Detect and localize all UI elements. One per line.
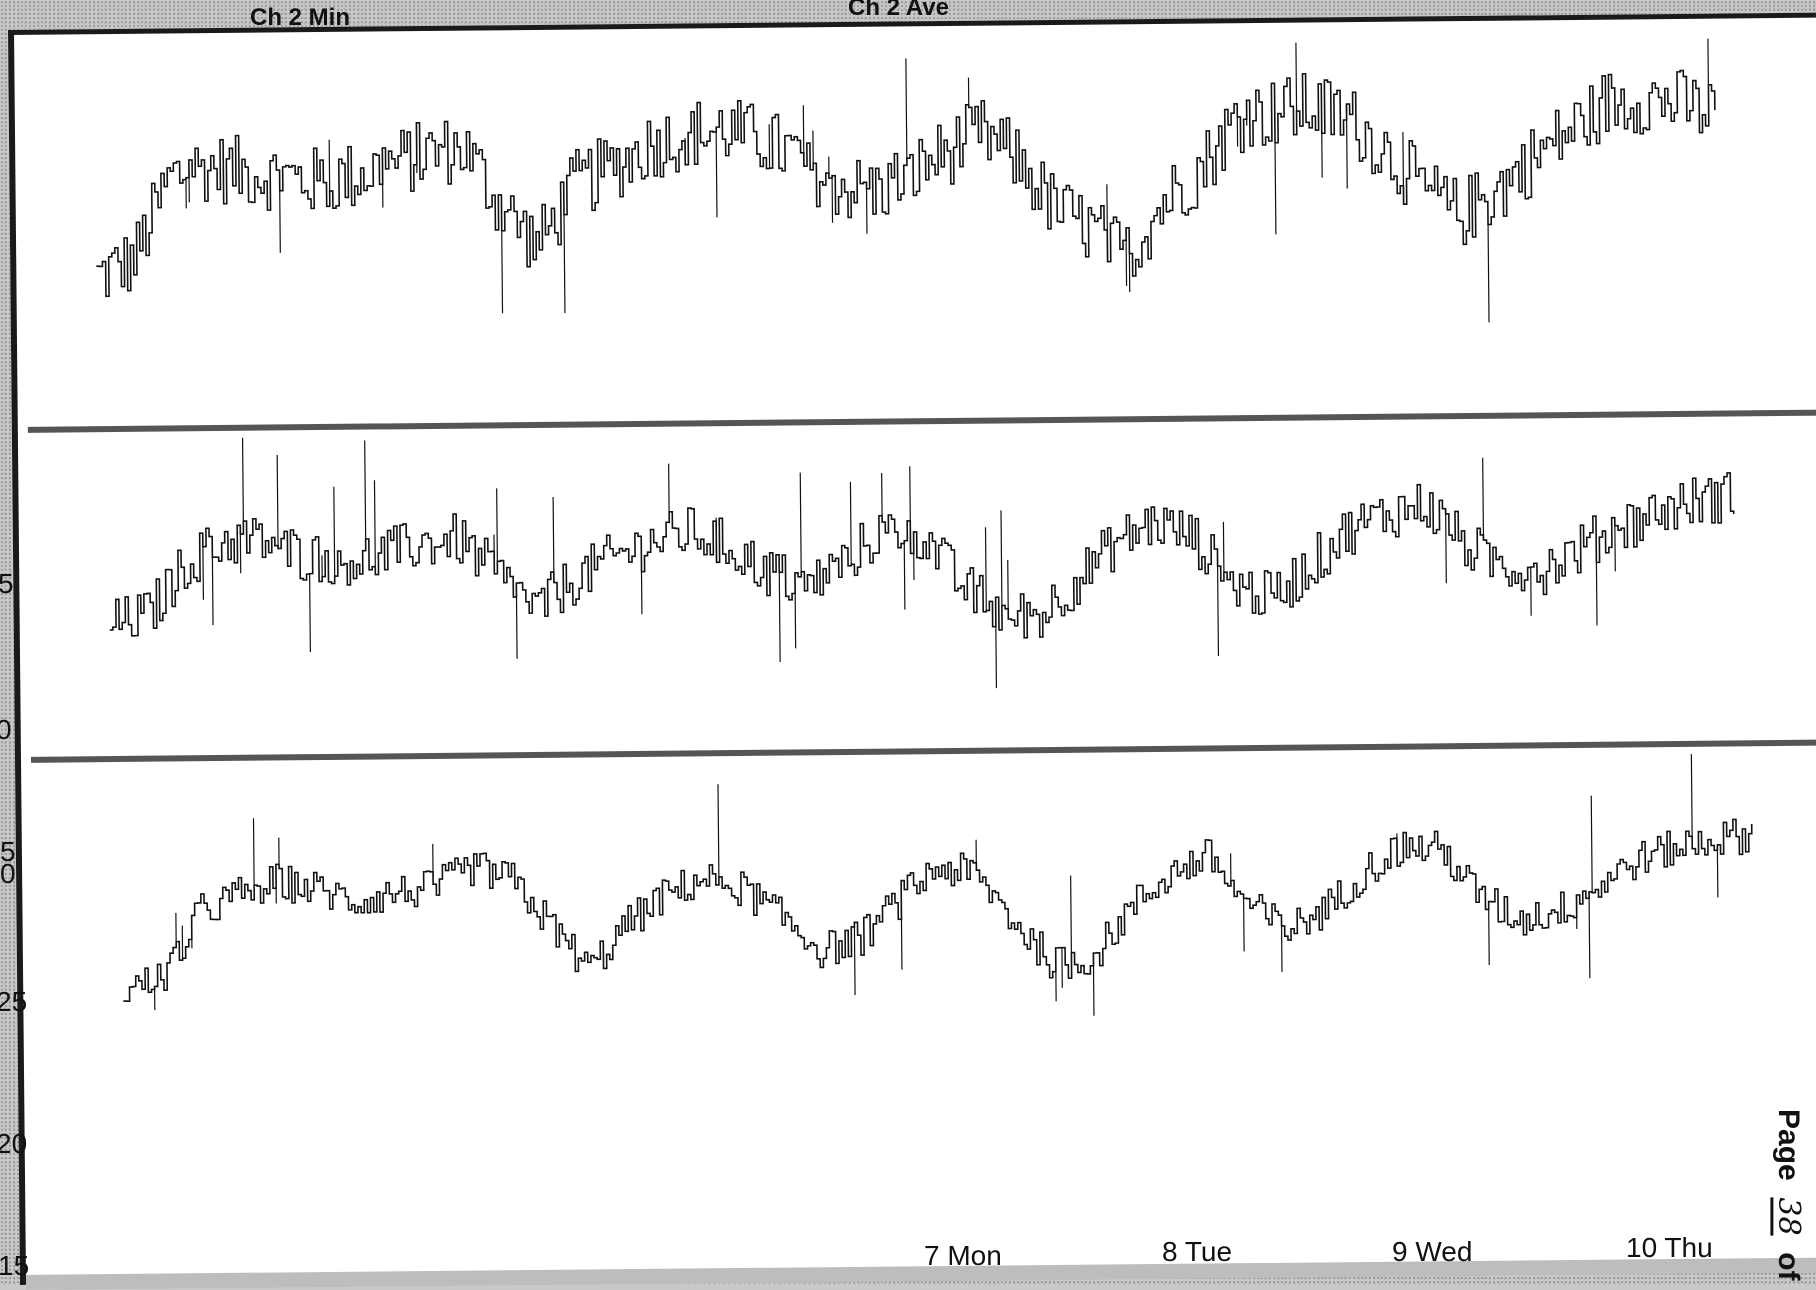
- trace-spike: [800, 473, 801, 572]
- trace-line: [95, 70, 1717, 296]
- trace-spike: [365, 440, 366, 539]
- trace-spike: [779, 572, 780, 662]
- series-ch-2-max: [94, 39, 1717, 336]
- trace-spike: [334, 487, 335, 576]
- page-number: 38: [1771, 1198, 1806, 1236]
- x-tick-8-tue: 8 Tue: [1162, 1236, 1232, 1268]
- trace-spike: [497, 488, 498, 561]
- trace-spike: [1488, 225, 1489, 323]
- chart-canvas: [14, 18, 1816, 1290]
- trace-spike: [1296, 43, 1297, 111]
- trace-spike: [906, 58, 907, 158]
- trace-spike: [1717, 845, 1718, 898]
- trace-spike: [212, 557, 213, 625]
- page-word: Page: [1772, 1109, 1805, 1181]
- trace-spike: [1275, 143, 1276, 235]
- trace-spike: [1591, 796, 1592, 893]
- bottom-scan-strip: [26, 1258, 1816, 1290]
- trace-spike: [718, 784, 719, 877]
- trace-spike: [502, 231, 503, 313]
- trace-spike: [310, 574, 311, 652]
- trace-spike: [904, 541, 905, 610]
- trace-spike: [1596, 562, 1597, 625]
- trace-spike: [564, 215, 565, 313]
- trace-spike: [253, 818, 254, 885]
- y-tick-0-top: 0: [0, 714, 12, 746]
- panel-separator-2: [31, 740, 1816, 763]
- chart-paper: [8, 13, 1816, 1285]
- trace-spike: [1244, 898, 1245, 951]
- y-tick-25: 25: [0, 986, 27, 1018]
- trace-spike: [1071, 876, 1072, 953]
- x-tick-7-mon: 7 Mon: [924, 1240, 1002, 1272]
- trace-spike: [1446, 514, 1447, 583]
- y-tick-5-top: 5: [0, 568, 14, 600]
- x-tick-9-wed: 9 Wed: [1392, 1236, 1472, 1268]
- trace-line: [108, 473, 1734, 647]
- series-ch-2-min: [121, 754, 1753, 1025]
- page-indicator: Page 38 of: [1771, 1109, 1806, 1281]
- trace-spike: [280, 191, 281, 253]
- y-tick-0-mid: 0: [0, 858, 16, 890]
- trace-spike: [1691, 754, 1692, 848]
- trace-spike: [1001, 510, 1002, 605]
- trace-spike: [716, 127, 717, 217]
- trace-spike: [1483, 458, 1484, 540]
- trace-spike: [1218, 566, 1219, 656]
- trace-spike: [243, 438, 244, 521]
- trace-spike: [374, 480, 375, 574]
- y-tick-20: 20: [0, 1128, 27, 1160]
- y-tick-15: 15: [0, 1250, 29, 1282]
- trace-spike: [854, 922, 855, 995]
- ch2-ave-label: Ch 2 Ave: [848, 0, 949, 22]
- trace-spike: [1589, 892, 1590, 978]
- trace-spike: [277, 455, 278, 549]
- series-ch-2-ave: [108, 423, 1735, 696]
- trace-line: [122, 819, 1754, 1001]
- trace-spike: [203, 547, 204, 600]
- x-tick-10-thu: 10 Thu: [1626, 1232, 1713, 1264]
- trace-spike: [986, 527, 987, 610]
- trace-spike: [553, 497, 554, 583]
- panel-separator-1: [28, 410, 1816, 433]
- trace-spike: [1489, 902, 1490, 966]
- trace-spike: [850, 482, 851, 564]
- page-of: of: [1772, 1253, 1805, 1281]
